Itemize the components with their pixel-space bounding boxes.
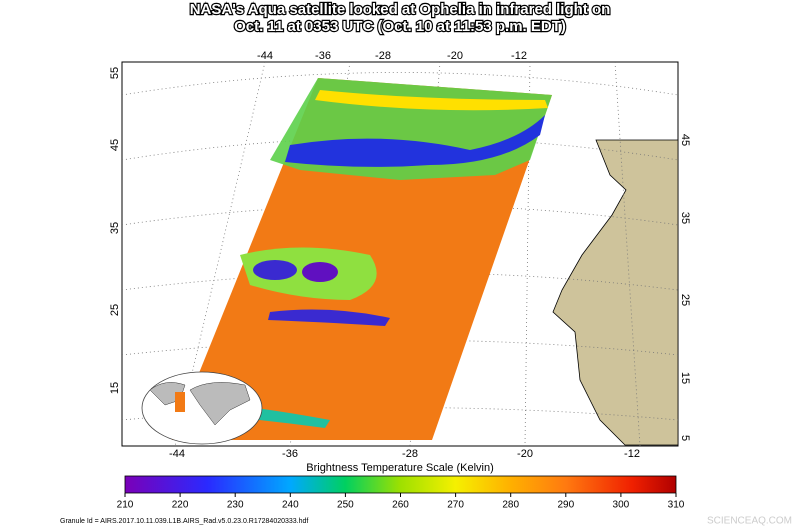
lat-left: 55 45 35 25 15 [109,67,121,394]
scale-tick-label: 270 [447,500,464,511]
scale-tick-label: 210 [117,500,134,511]
scale-tick-label: 230 [227,500,244,511]
title-line: Oct. 11 at 0353 UTC (Oct. 10 at 11:53 p.… [234,18,566,35]
scale-tick-label: 240 [282,500,299,511]
lon-label: -36 [282,448,298,460]
lon-top: -44 -36 -28 -20 -12 [257,50,527,62]
lon-label: -20 [517,448,533,460]
scale-tick-label: 250 [337,500,354,511]
lat-label: 35 [679,212,691,224]
scale-title: Brightness Temperature Scale (Kelvin) [306,462,494,474]
lon-label: -20 [447,50,463,62]
lat-right: 45 35 25 15 5 [679,134,691,441]
color-bar [124,475,677,494]
lon-bottom: -44 -36 -28 -20 -12 [169,448,640,460]
map: -44 -36 -28 -20 -12 -44 -36 -28 -20 -12 … [109,50,691,460]
lon-label: -36 [315,50,331,62]
inset-globe [141,371,263,445]
lon-label: -44 [257,50,273,62]
title-line: NASA's Aqua satellite looked at Ophelia … [190,1,611,18]
lat-label: 15 [679,372,691,384]
granule-id: Granule Id = AIRS.2017.10.11.039.L1B.AIR… [60,518,308,525]
scale-tick-label: 310 [668,500,685,511]
scale-tick-label: 260 [392,500,409,511]
lon-label: -28 [375,50,391,62]
lat-label: 45 [109,139,121,151]
lat-label: 25 [679,294,691,306]
scale-tick-label: 290 [557,500,574,511]
lon-label: -12 [511,50,527,62]
lat-label: 25 [109,304,121,316]
scale-tick-label: 280 [502,500,519,511]
watermark: SCIENCEAQ.COM [707,516,792,527]
lon-label: -44 [169,448,185,460]
lat-label: 35 [109,222,121,234]
scale-tick-label: 300 [613,500,630,511]
lat-label: 5 [679,435,691,441]
scale-tick-label: 220 [172,500,189,511]
lat-label: 15 [109,382,121,394]
lon-label: -12 [624,448,640,460]
lat-label: 45 [679,134,691,146]
lat-label: 55 [109,67,121,79]
lon-label: -28 [402,448,418,460]
